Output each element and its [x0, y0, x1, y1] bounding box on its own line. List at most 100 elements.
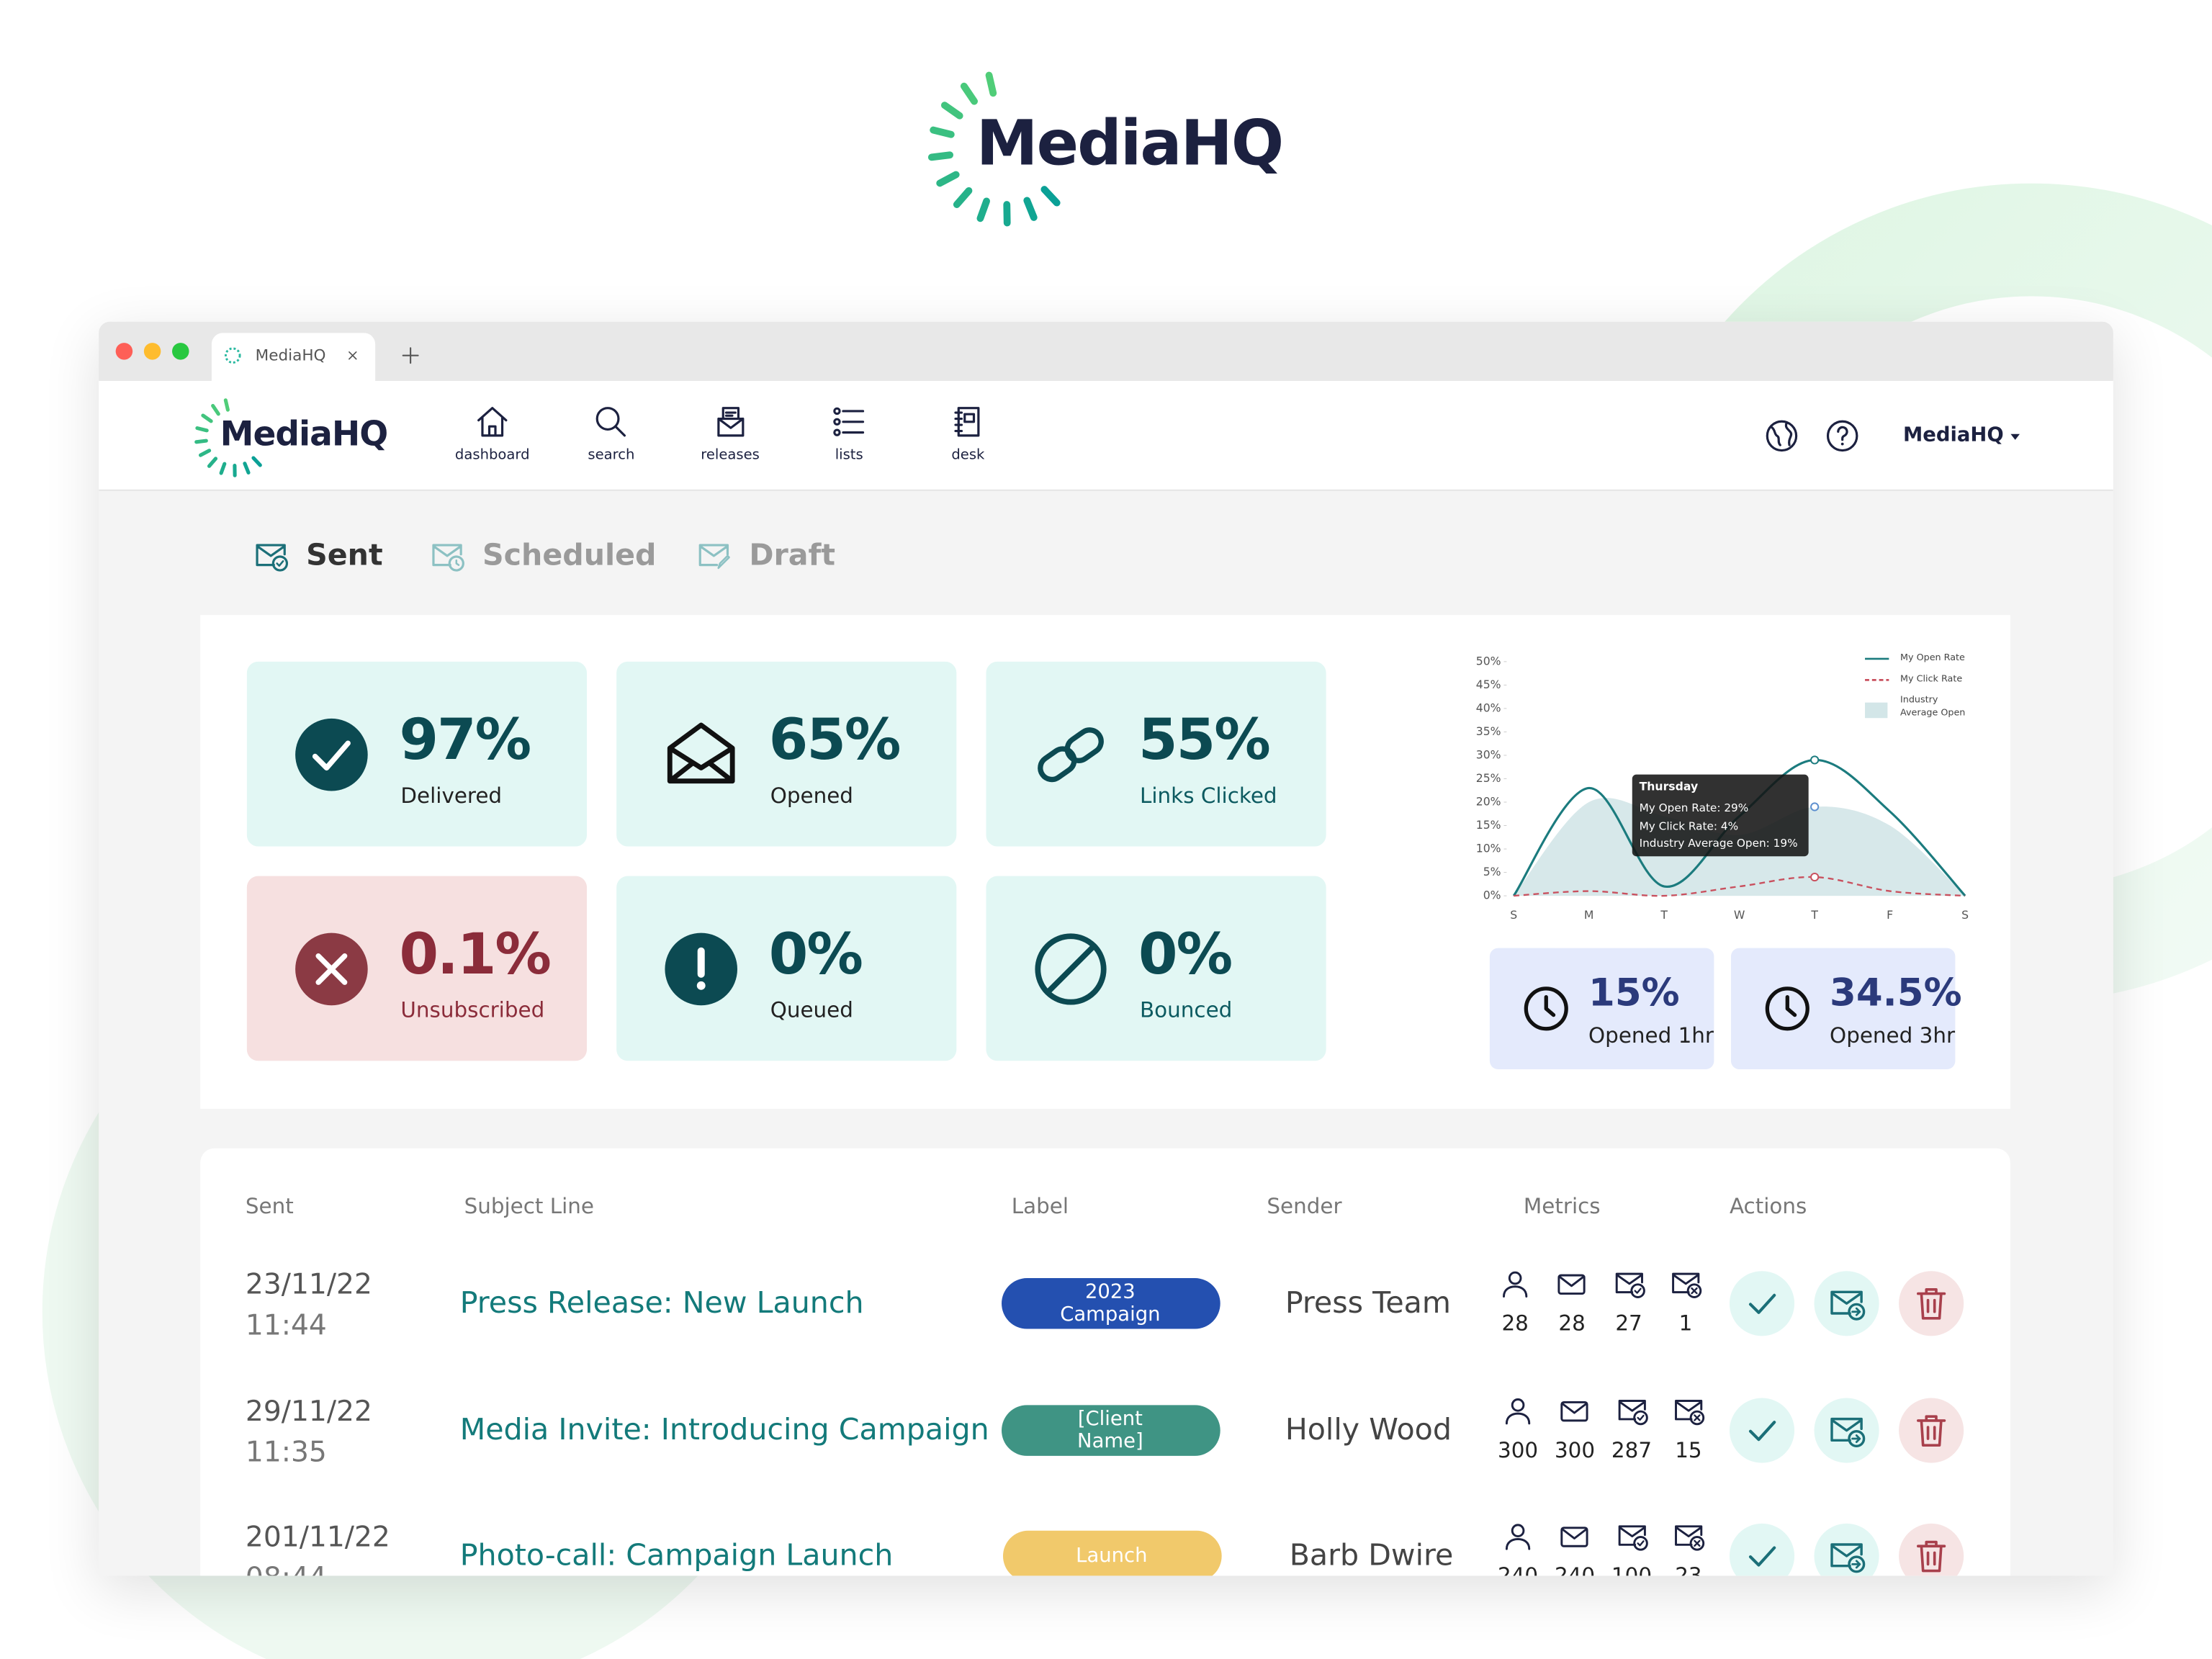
tab-bar [99, 321, 2113, 381]
nav-item[interactable]: desk [912, 392, 1025, 480]
column-header: Sent [245, 1193, 294, 1219]
browser-tab-title: MediaHQ [255, 346, 326, 365]
nav-item[interactable]: lists [793, 392, 906, 480]
tab-icon [256, 544, 289, 572]
x-tick-label: F [1887, 908, 1893, 922]
subject-link[interactable]: Photo-call: Campaign Launch [459, 1538, 894, 1573]
tooltip-title: Thursday [1639, 780, 1699, 793]
stat-value: 65% [768, 708, 902, 773]
logo-ray [195, 426, 209, 433]
window-control[interactable] [115, 343, 133, 360]
nav-item[interactable]: releases [674, 392, 787, 480]
label-pill[interactable]: [Client Name] [1002, 1404, 1220, 1455]
stat-icon [1035, 933, 1107, 1005]
account-menu[interactable]: MediaHQ [1902, 423, 2004, 447]
action-icon [1830, 1416, 1866, 1447]
window-control[interactable] [172, 343, 189, 360]
stats-panel: 97% Delivered 65% Opened 55% Links Clicked 0.1… [200, 615, 2010, 1109]
stat-card: 55% Links Clicked [986, 661, 1326, 847]
browser-tab[interactable]: MediaHQ [211, 333, 376, 381]
x-tick-label: S [1510, 908, 1517, 922]
help-button[interactable] [1824, 418, 1861, 454]
logo-ray [194, 439, 208, 444]
tab-close[interactable] [346, 349, 360, 363]
metric-value: 27 [1615, 1310, 1642, 1336]
metric-icon [1560, 1527, 1589, 1547]
y-tick-label: 10% [1476, 842, 1501, 855]
tooltip-line: My Open Rate: 29% [1639, 801, 1749, 815]
sent-time: 11:35 [245, 1434, 327, 1468]
y-tick-label: 50% [1476, 654, 1501, 667]
metric-value: 23 [1675, 1563, 1702, 1576]
nav-icon [954, 407, 980, 437]
metric-value: 240 [1554, 1563, 1596, 1576]
label-text: 2023 Campaign [1060, 1280, 1161, 1326]
logo-ray [930, 126, 955, 138]
resend-button[interactable] [1814, 1397, 1879, 1462]
approve-button[interactable] [1729, 1523, 1795, 1576]
y-tick-label: 40% [1476, 701, 1501, 714]
delete-button[interactable] [1899, 1397, 1964, 1462]
sent-date: 29/11/22 [245, 1393, 372, 1427]
resend-button[interactable] [1814, 1271, 1879, 1336]
nav-icon [477, 407, 508, 437]
stat-label: Queued [770, 997, 853, 1023]
new-tab[interactable] [399, 344, 421, 367]
logo-ray [953, 186, 973, 208]
action-icon [1917, 1288, 1946, 1320]
metric-value: 100 [1611, 1563, 1653, 1576]
subject-link[interactable]: Media Invite: Introducing Campaign [459, 1411, 989, 1446]
y-tick-label: 25% [1476, 771, 1501, 785]
approve-button[interactable] [1729, 1397, 1795, 1462]
stat-icon [665, 932, 738, 1006]
label-pill[interactable]: 2023 Campaign [1002, 1278, 1220, 1329]
nav-icon [716, 407, 744, 437]
point-marker [1810, 802, 1820, 811]
resend-button[interactable] [1814, 1523, 1879, 1576]
tooltip-line: My Click Rate: 4% [1639, 819, 1739, 832]
metric-icon [1505, 1524, 1531, 1550]
nav-logo-text[interactable]: MediaHQ [220, 414, 389, 454]
stat-card: 65% Opened [616, 661, 957, 847]
status-tab[interactable]: Draft [691, 528, 860, 584]
stat-card: 0% Bounced [986, 876, 1326, 1061]
language-button[interactable] [1763, 418, 1800, 454]
status-tab[interactable]: Sent [248, 528, 418, 584]
nav-icon [833, 407, 864, 436]
delete-button[interactable] [1899, 1271, 1964, 1336]
sender: Holly Wood [1285, 1411, 1452, 1446]
tab-label: Scheduled [482, 538, 657, 572]
legend-label[interactable]: Industry Average Open [1900, 693, 1966, 719]
legend-label[interactable]: My Click Rate [1900, 673, 1963, 685]
metric-icon [1617, 1525, 1648, 1551]
y-tick-label: 0% [1483, 889, 1501, 902]
stat-label: Opened [770, 783, 853, 809]
sent-date: 201/11/22 [245, 1519, 390, 1554]
delete-button[interactable] [1899, 1523, 1964, 1576]
stat-value: 0% [1138, 922, 1233, 988]
subject-link[interactable]: Press Release: New Launch [459, 1285, 864, 1320]
status-tab[interactable]: Scheduled [425, 528, 685, 584]
x-tick-label: W [1734, 908, 1745, 922]
nav-item[interactable]: search [555, 392, 668, 480]
nav-item[interactable]: dashboard [436, 392, 549, 480]
stat-icon [667, 722, 735, 784]
time-stat-card: 15% Opened 1hr [1489, 948, 1714, 1070]
window-control[interactable] [143, 343, 161, 360]
logo-ray [1023, 197, 1038, 221]
legend-label[interactable]: My Open Rate [1900, 652, 1965, 663]
line [1514, 876, 1966, 897]
action-icon [1748, 1420, 1776, 1441]
dropdown-arrow [2010, 433, 2020, 439]
logo-ray [211, 403, 220, 416]
stat-label: Bounced [1140, 997, 1233, 1023]
logo-ray [223, 398, 230, 412]
metric-value: 300 [1498, 1437, 1539, 1462]
approve-button[interactable] [1729, 1271, 1795, 1336]
metric-value: 1 [1678, 1310, 1693, 1336]
nav-icon [596, 407, 626, 437]
column-header: Sender [1267, 1193, 1342, 1219]
label-pill[interactable]: Launch [1002, 1530, 1222, 1576]
metric-icon [1614, 1272, 1645, 1298]
